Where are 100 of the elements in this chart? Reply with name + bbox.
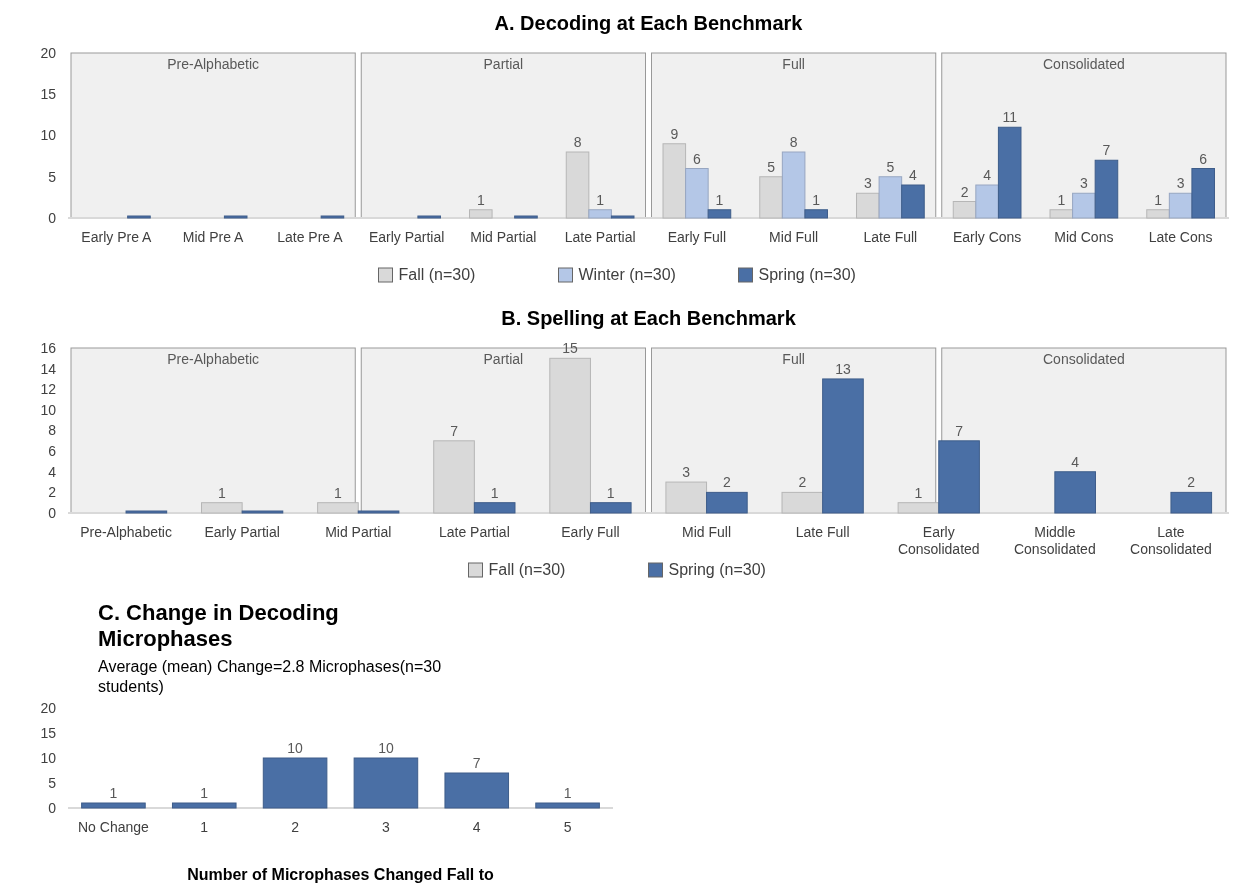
data-label: 8 (789, 134, 798, 150)
bar (938, 440, 980, 514)
x-tick-label: 5 (563, 819, 572, 835)
data-label: 3 (1176, 175, 1185, 192)
chart-title: C. Change in Decoding Microphases (98, 600, 339, 651)
bar (1170, 491, 1213, 514)
bar (320, 215, 345, 219)
data-label: 6 (692, 150, 701, 167)
x-tick-label: Late Consolidated (1130, 524, 1212, 557)
legend-label: Spring (n=30) (668, 561, 766, 578)
data-label: 7 (450, 422, 459, 439)
data-label: 1 (334, 484, 343, 501)
data-label: 10 (378, 740, 394, 756)
x-tick-label: Early Pre A (81, 229, 153, 245)
bar (171, 802, 237, 809)
annotation: Partial (483, 56, 524, 72)
bar (1191, 168, 1215, 219)
bar (804, 209, 828, 219)
y-tick-label: 5 (48, 168, 57, 185)
y-tick-label: 12 (40, 381, 57, 398)
y-tick-label: 6 (48, 443, 57, 460)
data-label: 1 (812, 191, 821, 208)
x-axis-title: Number of Microphases Changed Fall to (187, 866, 495, 883)
x-tick-label: Middle Consolidated (1013, 524, 1096, 557)
annotation: Partial (483, 351, 524, 367)
bar (685, 168, 709, 219)
x-tick-label: Mid Pre A (182, 229, 245, 245)
data-label: 13 (835, 360, 851, 377)
data-label: 3 (863, 175, 872, 192)
data-label: 5 (767, 158, 776, 175)
data-label: 2 (722, 474, 731, 491)
data-label: 1 (606, 484, 615, 501)
data-label: 1 (1154, 191, 1163, 208)
x-tick-label: Early Full (667, 229, 727, 245)
y-tick-label: 0 (48, 209, 57, 226)
y-tick-label: 8 (48, 422, 57, 439)
bar (1072, 192, 1096, 219)
bar (822, 378, 864, 514)
data-label: 15 (562, 340, 579, 357)
x-tick-label: Mid Full (682, 524, 732, 540)
y-tick-label: 15 (40, 724, 57, 741)
x-tick-label: Mid Partial (325, 524, 392, 540)
data-label: 7 (955, 422, 964, 439)
x-tick-label: Early Partial (368, 229, 445, 245)
annotation: Pre-Alphabetic (167, 56, 260, 72)
data-label: 4 (909, 167, 918, 183)
bar (1094, 159, 1119, 219)
chart-title: B. Spelling at Each Benchmark (501, 307, 797, 329)
data-label: 5 (886, 158, 895, 175)
legend-label: Fall (n=30) (488, 561, 566, 578)
data-label: 6 (1199, 150, 1208, 167)
y-tick-label: 16 (40, 339, 57, 356)
x-tick-label: Late Cons (1148, 229, 1213, 245)
y-tick-label: 15 (40, 86, 57, 103)
data-label: 1 (217, 484, 226, 501)
x-tick-label: Pre-Alphabetic (80, 524, 172, 540)
x-tick-label: Early Consolidated (897, 524, 980, 557)
bar (127, 215, 151, 219)
x-tick-label: Mid Full (769, 229, 819, 245)
x-tick-label: Late Partial (438, 524, 510, 540)
bar (589, 502, 632, 514)
data-label: 1 (914, 484, 923, 501)
y-tick-label: 14 (40, 360, 57, 377)
data-label: 3 (682, 464, 691, 481)
bar (707, 209, 732, 219)
x-tick-label: Late Partial (564, 229, 636, 245)
data-label: 7 (1102, 142, 1111, 159)
x-tick-label: No Change (78, 819, 150, 835)
y-tick-label: 0 (48, 799, 57, 816)
bar (353, 757, 419, 809)
x-tick-label: Early Full (561, 524, 620, 540)
data-label: 1 (715, 191, 724, 208)
data-label: 2 (1187, 474, 1196, 491)
y-tick-label: 10 (40, 401, 57, 418)
y-tick-label: 20 (40, 44, 57, 61)
y-tick-label: 10 (40, 127, 57, 144)
x-tick-label: Mid Partial (470, 229, 537, 245)
x-tick-label: 3 (382, 819, 391, 835)
data-label: 2 (798, 474, 807, 491)
x-tick-label: Late Full (795, 524, 850, 540)
chart-subtitle: Average (mean) Change=2.8 Microphases(n=30 students) (98, 658, 442, 695)
group-panel: Pre-Alphabetic (70, 52, 356, 219)
bar (535, 802, 600, 809)
legend-label: Winter (n=30) (578, 266, 676, 283)
y-tick-label: 5 (48, 774, 57, 791)
bar (878, 176, 903, 219)
data-label: 1 (596, 191, 605, 208)
data-label: 3 (1079, 175, 1088, 192)
bar (610, 215, 635, 219)
bar (901, 184, 925, 219)
bar (473, 502, 516, 514)
data-label: 11 (1002, 109, 1018, 126)
x-tick-label: 4 (472, 819, 481, 835)
bar (588, 209, 612, 219)
annotation: Pre-Alphabetic (167, 351, 260, 367)
annotation: Full (782, 56, 805, 72)
legend-label: Fall (n=30) (398, 266, 476, 283)
bar (781, 151, 806, 219)
x-tick-label: Late Full (863, 229, 918, 245)
data-label: 2 (960, 183, 969, 200)
